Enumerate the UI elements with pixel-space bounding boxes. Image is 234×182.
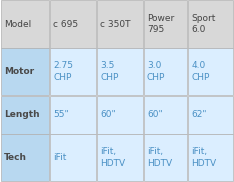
Text: iFit,
HDTV: iFit, HDTV (191, 147, 216, 168)
Bar (144, 134, 187, 181)
Text: Motor: Motor (4, 67, 34, 76)
Bar (50, 48, 96, 95)
Bar (97, 0, 143, 48)
Bar (188, 96, 233, 134)
Bar (50, 96, 96, 134)
Bar (188, 48, 233, 95)
Bar (188, 134, 233, 181)
Text: Sport
6.0: Sport 6.0 (191, 14, 216, 34)
Text: Length: Length (4, 110, 40, 119)
Text: iFit,
HDTV: iFit, HDTV (147, 147, 172, 168)
Bar (144, 96, 187, 134)
Text: 3.0
CHP: 3.0 CHP (147, 61, 165, 82)
Bar (1, 0, 49, 48)
Text: 55": 55" (53, 110, 69, 119)
Text: 60": 60" (100, 110, 116, 119)
Bar (50, 134, 96, 181)
Text: Power
795: Power 795 (147, 14, 174, 34)
Bar (97, 134, 143, 181)
Bar (1, 134, 49, 181)
Text: 62": 62" (191, 110, 207, 119)
Text: iFit,
HDTV: iFit, HDTV (100, 147, 125, 168)
Bar (144, 48, 187, 95)
Bar (188, 0, 233, 48)
Bar (1, 96, 49, 134)
Bar (1, 48, 49, 95)
Text: iFit: iFit (53, 153, 67, 162)
Bar (144, 0, 187, 48)
Bar (50, 0, 96, 48)
Text: 3.5
CHP: 3.5 CHP (100, 61, 119, 82)
Text: 2.75
CHP: 2.75 CHP (53, 61, 73, 82)
Text: c 350T: c 350T (100, 20, 131, 29)
Text: Model: Model (4, 20, 31, 29)
Text: Tech: Tech (4, 153, 27, 162)
Text: 4.0
CHP: 4.0 CHP (191, 61, 210, 82)
Text: c 695: c 695 (53, 20, 78, 29)
Bar (97, 96, 143, 134)
Bar (97, 48, 143, 95)
Text: 60": 60" (147, 110, 163, 119)
